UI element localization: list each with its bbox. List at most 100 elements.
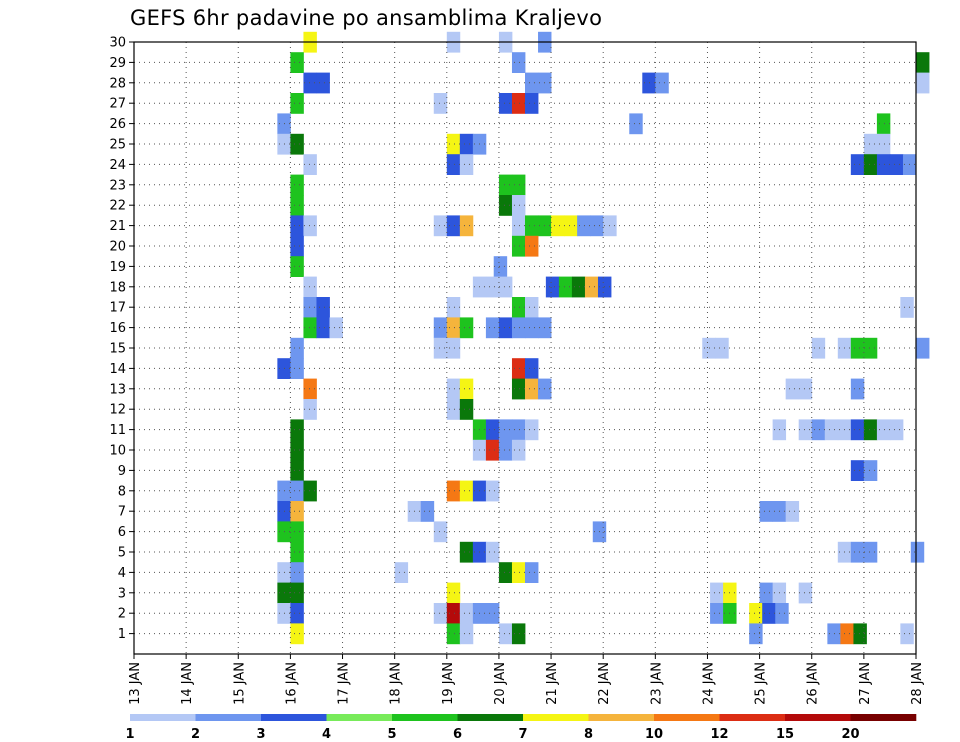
heatmap-cell bbox=[511, 52, 526, 73]
heatmap-cell bbox=[525, 235, 539, 257]
heatmap-cell bbox=[798, 419, 813, 441]
heatmap-cell bbox=[485, 419, 500, 441]
colorbar-swatch bbox=[130, 714, 196, 721]
x-tick-label: 24 JAN bbox=[701, 662, 716, 705]
heatmap-cell bbox=[303, 399, 317, 420]
heatmap-cell bbox=[525, 72, 539, 94]
colorbar-swatch bbox=[654, 714, 720, 721]
colorbar: 1 2 3 4 5 6 7 8 10 12 15 20 bbox=[125, 714, 917, 742]
heatmap-cell bbox=[290, 623, 304, 645]
heatmap-cell bbox=[446, 154, 461, 175]
heatmap-cell bbox=[511, 439, 526, 461]
heatmap-cell bbox=[459, 399, 474, 420]
colorbar-swatch bbox=[195, 714, 262, 721]
heatmap-cell bbox=[433, 317, 448, 339]
colorbar-label: 6 bbox=[453, 727, 462, 742]
colorbar-swatch bbox=[326, 714, 393, 721]
heatmap-cell bbox=[446, 297, 461, 318]
x-tick-label: 25 JAN bbox=[754, 662, 769, 705]
y-tick-label: 30 bbox=[109, 36, 126, 51]
colorbar-label: 8 bbox=[584, 727, 593, 742]
heatmap-cell bbox=[876, 113, 891, 135]
colorbar-label: 10 bbox=[645, 727, 663, 742]
heatmap-cell bbox=[798, 378, 813, 400]
heatmap-cell bbox=[498, 276, 513, 298]
heatmap-cell bbox=[290, 521, 304, 543]
y-tick-label: 1 bbox=[118, 627, 126, 642]
x-tick-label: 26 JAN bbox=[806, 662, 821, 705]
heatmap-cell bbox=[590, 215, 604, 237]
heatmap-cell bbox=[420, 501, 435, 522]
heatmap-cell bbox=[785, 378, 800, 400]
y-tick-label: 29 bbox=[109, 56, 126, 71]
x-tick-label: 15 JAN bbox=[232, 662, 247, 705]
heatmap-cell bbox=[446, 623, 461, 645]
heatmap-cell bbox=[655, 72, 669, 94]
y-tick-label: 13 bbox=[109, 382, 126, 397]
heatmap-cell bbox=[511, 235, 526, 257]
heatmap-cell bbox=[850, 419, 865, 441]
heatmap-cell bbox=[303, 297, 317, 318]
heatmap-cell bbox=[290, 337, 304, 359]
heatmap-cell bbox=[485, 541, 500, 563]
x-tick-label: 20 JAN bbox=[493, 662, 508, 705]
heatmap-cell bbox=[290, 235, 304, 257]
heatmap-cell bbox=[564, 215, 578, 237]
heatmap-cell bbox=[446, 480, 461, 502]
heatmap-cell bbox=[511, 378, 526, 400]
heatmap-cell bbox=[485, 317, 500, 339]
colorbar-label: 20 bbox=[841, 727, 859, 742]
heatmap-cell bbox=[525, 419, 539, 441]
heatmap-cell bbox=[290, 460, 304, 481]
y-tick-label: 16 bbox=[109, 321, 126, 336]
heatmap-cell bbox=[446, 317, 461, 339]
heatmap-cell bbox=[446, 378, 461, 400]
heatmap-cell bbox=[525, 215, 539, 237]
x-tick-label: 21 JAN bbox=[545, 662, 560, 705]
heatmap-cell bbox=[446, 215, 461, 237]
heatmap-cell bbox=[900, 297, 914, 318]
heatmap-cell bbox=[525, 297, 539, 318]
x-tick-label: 23 JAN bbox=[649, 662, 664, 705]
heatmap-cell bbox=[316, 297, 330, 318]
y-tick-label: 23 bbox=[109, 178, 126, 193]
heatmap-cell bbox=[459, 541, 474, 563]
y-tick-label: 2 bbox=[118, 607, 126, 622]
heatmap-cell bbox=[394, 562, 409, 583]
colorbar-label: 12 bbox=[710, 727, 728, 742]
heatmap-cell bbox=[710, 603, 724, 624]
heatmap-cell bbox=[485, 276, 500, 298]
heatmap-cell bbox=[525, 317, 539, 339]
y-tick-label: 6 bbox=[118, 525, 126, 540]
heatmap-cell bbox=[433, 337, 448, 359]
heatmap-cell bbox=[511, 297, 526, 318]
heatmap-cell bbox=[759, 582, 774, 604]
heatmap-cell bbox=[290, 174, 304, 196]
heatmap-cell bbox=[290, 52, 304, 73]
heatmap-cell bbox=[498, 195, 513, 216]
colorbar-swatch bbox=[850, 714, 917, 721]
heatmap-cell bbox=[433, 603, 448, 624]
chart-title: GEFS 6hr padavine po ansamblima Kraljevo bbox=[130, 6, 603, 30]
heatmap-cell bbox=[702, 337, 716, 359]
heatmap-cell bbox=[876, 419, 891, 441]
heatmap-cell bbox=[710, 582, 724, 604]
heatmap-cell bbox=[749, 603, 763, 624]
y-tick-label: 18 bbox=[109, 280, 126, 295]
y-tick-label: 10 bbox=[109, 444, 126, 459]
y-tick-label: 12 bbox=[109, 403, 126, 418]
heatmap-cell bbox=[629, 113, 643, 135]
x-axis: 13 JAN 14 JAN 15 JAN 16 JAN 17 JAN 18 JAN 19 J… bbox=[128, 654, 925, 705]
heatmap-cell bbox=[459, 378, 474, 400]
heatmap-cell bbox=[459, 480, 474, 502]
y-tick-label: 3 bbox=[118, 586, 126, 601]
heatmap-cell bbox=[446, 603, 461, 624]
heatmap-cell bbox=[303, 378, 317, 400]
heatmap-cell bbox=[863, 541, 878, 563]
heatmap-cell bbox=[853, 623, 867, 645]
colorbar-label: 15 bbox=[776, 727, 794, 742]
heatmap-cell bbox=[290, 195, 304, 216]
heatmap-cell bbox=[863, 154, 878, 175]
heatmap-cell bbox=[863, 460, 878, 481]
